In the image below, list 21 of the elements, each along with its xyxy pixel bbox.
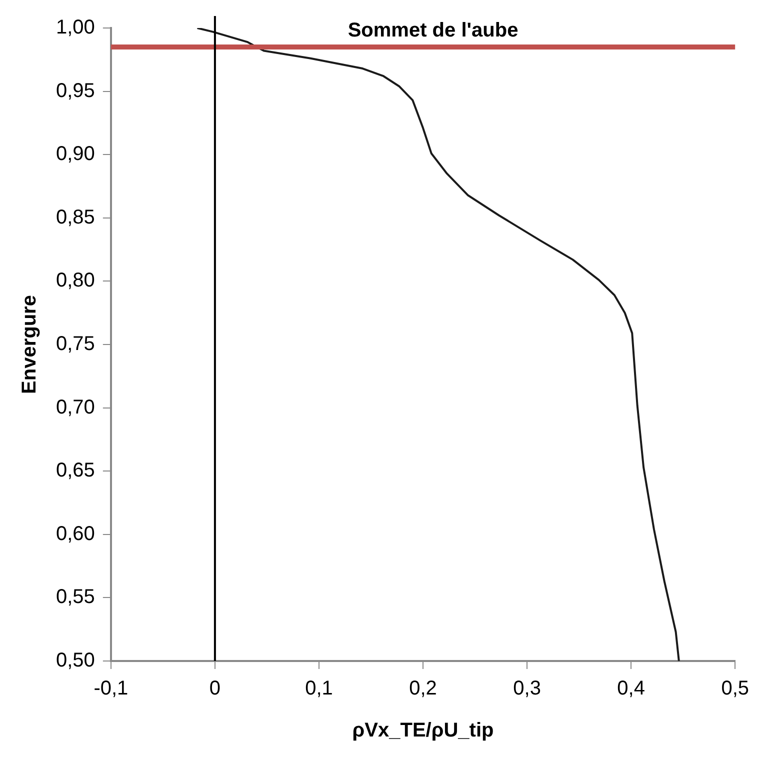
y-tick-label: 0,85	[56, 206, 95, 228]
x-tick-label: 0,4	[617, 678, 645, 700]
y-tick-label: 0,60	[56, 522, 95, 545]
x-tick-label: 0	[209, 678, 221, 700]
ref-line-label: Sommet de l'aube	[348, 20, 518, 42]
y-tick-label: 0,75	[56, 333, 95, 356]
y-tick-label: 1,00	[56, 16, 95, 39]
x-axis-title: ρVx_TE/ρU_tip	[352, 720, 494, 742]
x-tick-label: 0,1	[305, 678, 333, 700]
y-tick-label: 0,95	[56, 80, 95, 102]
y-tick-label: 0,90	[56, 143, 95, 166]
y-axis-title: Envergure	[18, 295, 41, 394]
x-tick-label: -0,1	[94, 678, 128, 700]
y-tick-label: 0,80	[56, 270, 95, 292]
x-tick-label: 0,3	[513, 678, 541, 700]
y-tick-label: 0,55	[56, 586, 95, 608]
y-tick-label: 0,70	[56, 396, 95, 418]
y-tick-label: 0,65	[56, 460, 95, 482]
y-tick-label: 0,50	[56, 650, 95, 672]
x-tick-label: 0,5	[721, 678, 750, 700]
x-tick-label: 0,2	[409, 678, 437, 700]
